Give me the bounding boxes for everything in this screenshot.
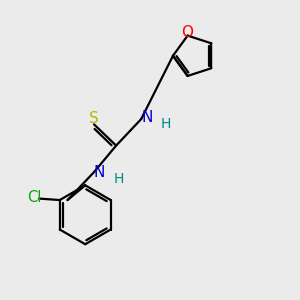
Text: N: N — [94, 165, 105, 180]
Text: H: H — [161, 117, 171, 131]
Text: S: S — [88, 111, 98, 126]
Text: H: H — [114, 172, 124, 186]
Text: O: O — [182, 25, 194, 40]
Text: Cl: Cl — [28, 190, 42, 206]
Text: N: N — [141, 110, 153, 125]
